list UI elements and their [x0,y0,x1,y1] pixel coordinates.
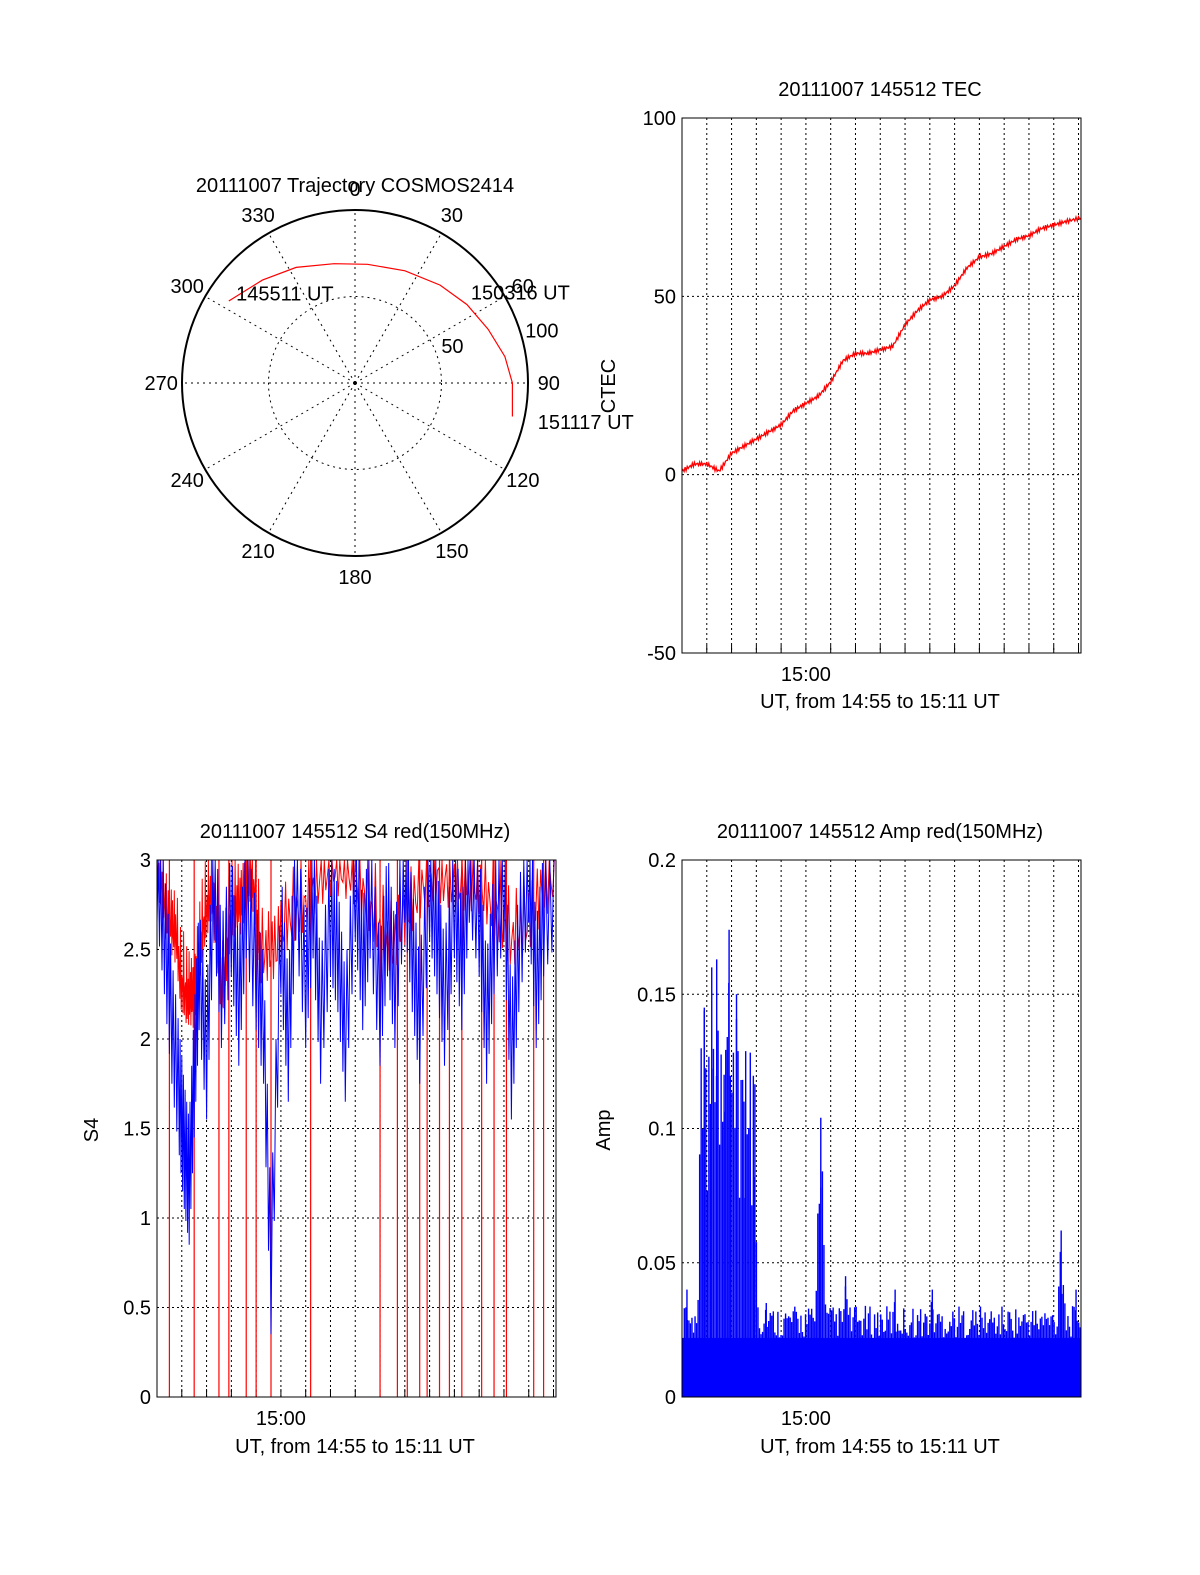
amp-plot-frame [681,859,1082,1398]
tec-grid [682,118,1081,653]
y-tick-label: 1.5 [123,1119,151,1141]
y-tick-label: 0.1 [648,1119,676,1141]
y-tick-label: 50 [654,286,676,308]
polar-azimuth-labels: 0 30 60 90 120 150 180 210 240 270 300 330 [145,179,560,589]
y-tick-label: 0.2 [648,850,676,872]
s4-plot-frame [156,859,557,1398]
y-tick-label: 1 [140,1208,151,1230]
s4-ylabel: S4 [81,1118,103,1142]
x-tick-label: 15:00 [256,1408,306,1430]
s4-title: 20111007 145512 S4 red(150MHz) [200,821,511,843]
tec-line [681,214,1082,474]
polar-azimuth-label: 300 [171,276,204,298]
polar-spoke-150 [354,382,442,534]
polar-radial-label: 50 [441,336,463,358]
polar-azimuth-label: 240 [171,470,204,492]
y-tick-label: 0 [665,465,676,487]
polar-azimuth-label: 90 [538,373,560,395]
amp-panel: 20111007 145512 Amp red(150MHz) 0 0.05 0.1… [593,821,1082,1458]
polar-spoke-240 [204,382,356,470]
x-tick-label: 15:00 [781,664,831,686]
s4-blue-line [156,859,555,1335]
tec-tick-labels: -50 0 50 100 15:00 [643,108,831,686]
polar-outer-circle [181,209,529,557]
s4-tick-labels: 0 0.5 1 1.5 2 2.5 3 15:00 [123,850,306,1430]
polar-azimuth-label: 120 [506,470,539,492]
trajectory-panel: 20111007 Trajectory COSMOS2414 0 30 60 90 12… [145,175,634,589]
polar-azimuth-label: 180 [338,567,371,589]
trajectory-annotation: 151117 UT [538,412,634,434]
y-tick-label: 0.15 [637,984,676,1006]
y-tick-label: 0 [665,1387,676,1409]
polar-azimuth-label: 210 [241,541,274,563]
amp-xlabel: UT, from 14:55 to 15:11 UT [760,1436,1000,1458]
y-tick-label: 100 [643,108,676,130]
tec-xlabel: UT, from 14:55 to 15:11 UT [760,691,1000,713]
polar-spoke-30 [354,232,442,384]
s4-panel: 20111007 145512 S4 red(150MHz) 0 0.5 1 1.5 2… [81,821,557,1458]
y-tick-label: 2.5 [123,940,151,962]
trajectory-line [228,263,513,417]
amp-title: 20111007 145512 Amp red(150MHz) [717,821,1043,843]
s4-series [156,859,555,1397]
x-tick-label: 15:00 [781,1408,831,1430]
polar-azimuth-label: 60 [512,276,534,298]
y-tick-label: 3 [140,850,151,872]
y-tick-label: 0.5 [123,1298,151,1320]
polar-spoke-210 [268,382,356,534]
trajectory-title: 20111007 Trajectory COSMOS2414 [196,175,514,197]
amp-series [682,929,1081,1397]
polar-radial-labels: 50 100 [441,320,558,358]
polar-azimuth-label: 270 [145,373,178,395]
y-tick-label: 0 [140,1387,151,1409]
amp-tick-labels: 0 0.05 0.1 0.15 0.2 15:00 [637,850,831,1430]
s4-xlabel: UT, from 14:55 to 15:11 UT [235,1436,475,1458]
trajectory-annotation: 145511 UT [236,283,333,305]
tec-plot-frame [681,117,1082,654]
polar-spoke-330 [268,232,356,384]
tec-title: 20111007 145512 TEC [778,79,982,101]
amp-ylabel: Amp [593,1109,615,1150]
tec-panel: 20111007 145512 TEC -50 0 50 100 15:00 UT, f… [598,79,1082,713]
polar-grid [181,209,529,557]
trajectory-series [228,263,513,417]
polar-ring-50 [268,296,442,470]
tec-ylabel: CTEC [598,359,620,413]
polar-azimuth-label: 150 [435,541,468,563]
trajectory-annotations: 145511 UT 150316 UT 151117 UT [236,282,634,433]
y-tick-label: 0.05 [637,1253,676,1275]
y-tick-label: -50 [647,643,676,665]
polar-spoke-60 [354,296,506,384]
polar-radial-label: 100 [525,320,558,342]
tec-series [681,214,1082,474]
polar-azimuth-label: 30 [441,205,463,227]
polar-spoke-120 [354,382,506,470]
trajectory-annotation: 150316 UT [471,282,570,304]
y-tick-label: 2 [140,1029,151,1051]
polar-azimuth-label: 330 [241,205,274,227]
polar-spoke-300 [204,296,356,384]
polar-azimuth-label: 0 [349,179,360,201]
